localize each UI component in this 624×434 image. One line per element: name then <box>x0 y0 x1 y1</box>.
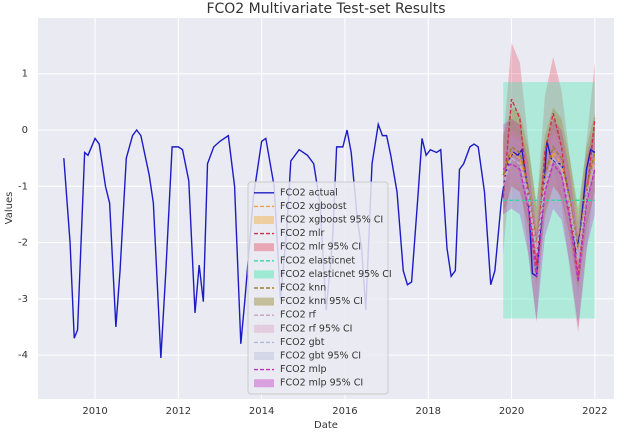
x-tick-label: 2016 <box>332 406 357 417</box>
legend-label: FCO2 rf 95% CI <box>280 323 352 334</box>
ci-band <box>503 107 595 288</box>
legend-label: FCO2 mlp <box>280 364 327 375</box>
x-tick-label: 2010 <box>82 406 107 417</box>
legend-label: FCO2 xgboost 95% CI <box>280 215 383 226</box>
series-line <box>502 145 596 249</box>
legend-label: FCO2 knn 95% CI <box>280 296 363 307</box>
legend-label: FCO2 mlr <box>280 228 325 239</box>
x-tick-label: 2022 <box>582 406 607 417</box>
legend-swatch <box>254 270 274 279</box>
legend-label: FCO2 gbt 95% CI <box>280 351 361 362</box>
series-line <box>502 98 596 277</box>
y-tick-label: -1 <box>18 181 28 192</box>
y-tick-label: -4 <box>18 350 28 361</box>
chart-title: FCO2 Multivariate Test-set Results <box>206 1 445 17</box>
marks <box>63 42 596 358</box>
series-line <box>63 121 596 358</box>
y-axis-label: Values <box>4 192 15 225</box>
legend-label: FCO2 elasticnet <box>280 255 355 266</box>
ci-band <box>503 118 595 327</box>
y-tick-label: 1 <box>22 69 28 80</box>
series-line <box>502 162 596 283</box>
x-axis-label: Date <box>314 420 338 431</box>
y-tick-label: -2 <box>18 238 28 249</box>
series-line <box>502 156 596 260</box>
y-tick-label: 0 <box>22 125 28 136</box>
legend-label: FCO2 gbt <box>280 337 325 348</box>
ci-band <box>503 118 595 294</box>
legend-swatch <box>254 379 274 388</box>
legend-label: FCO2 mlp 95% CI <box>280 378 363 389</box>
legend-swatch <box>254 297 274 306</box>
x-tick-label: 2012 <box>166 406 191 417</box>
legend-label: FCO2 rf <box>280 310 317 321</box>
legend-label: FCO2 actual <box>280 187 338 198</box>
x-tick-label: 2014 <box>249 406 274 417</box>
legend-label: FCO2 xgboost <box>280 201 347 212</box>
legend-box <box>247 181 389 395</box>
legend-label: FCO2 mlr 95% CI <box>280 242 361 253</box>
y-tick-label: -3 <box>18 294 28 305</box>
legend-label: FCO2 elasticnet 95% CI <box>280 269 392 280</box>
x-tick-label: 2020 <box>499 406 524 417</box>
x-tick-label: 2018 <box>416 406 441 417</box>
legend: FCO2 actual FCO2 xgboost FCO2 xgboost 95% … <box>247 181 392 395</box>
legend-swatch <box>254 243 274 252</box>
legend-swatch <box>254 324 274 333</box>
legend-label: FCO2 knn <box>280 283 326 294</box>
legend-swatch <box>254 216 274 224</box>
ci-band <box>503 129 595 282</box>
legend-swatch <box>254 352 274 360</box>
ci-band <box>503 42 595 333</box>
